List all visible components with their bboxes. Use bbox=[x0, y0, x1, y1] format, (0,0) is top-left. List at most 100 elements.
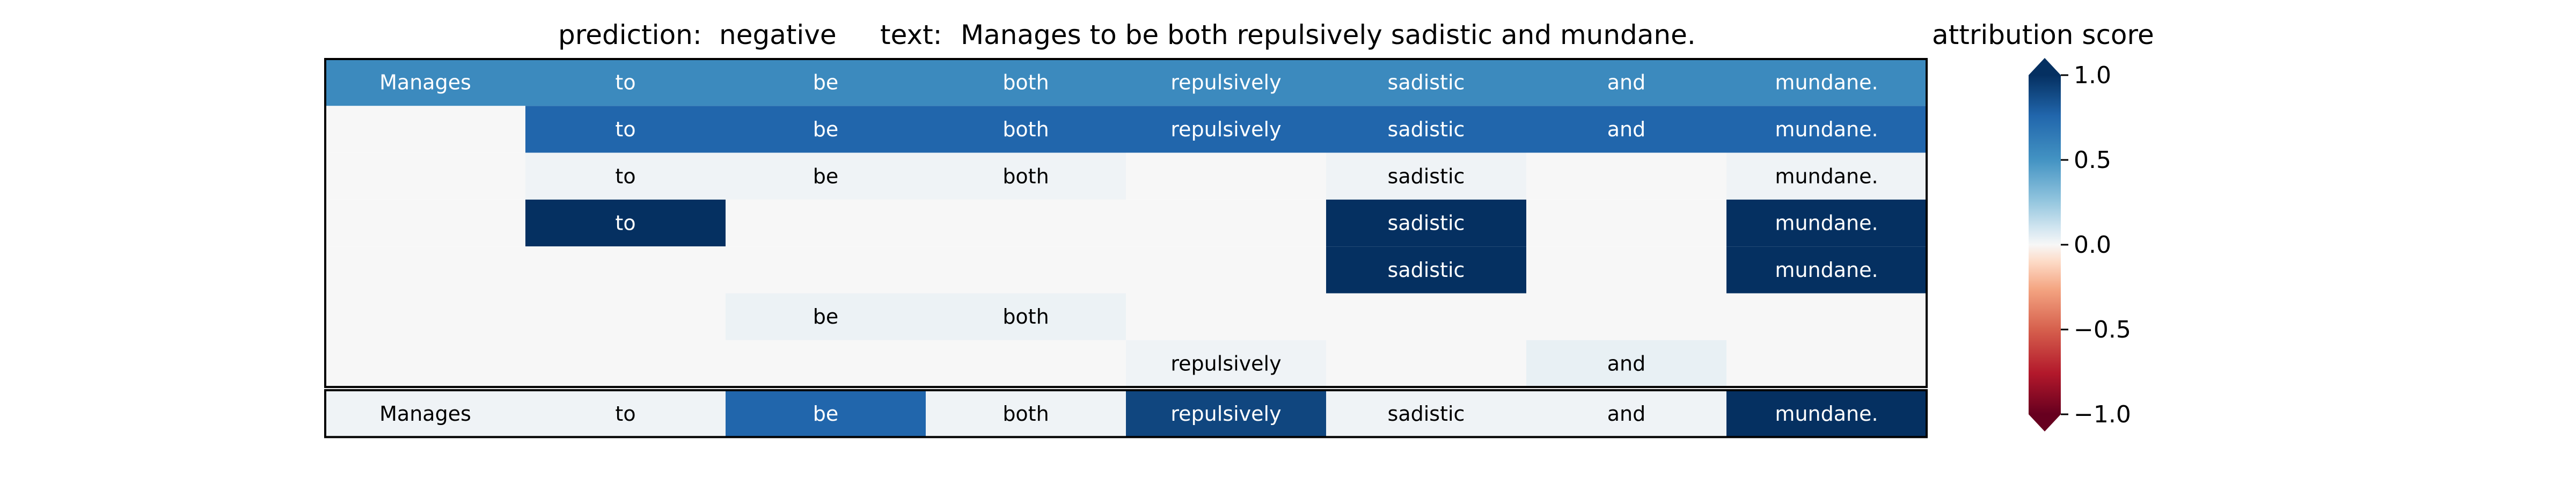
heatmap-cell bbox=[1726, 390, 1927, 437]
cell-token-label: and bbox=[1607, 71, 1646, 94]
heatmap-cell bbox=[525, 199, 726, 247]
attribution-heatmap: Manages to be both repulsively sadistic and mun… bbox=[324, 58, 1928, 438]
heatmap-row: be both bbox=[325, 293, 1927, 340]
cell-token-label: sadistic bbox=[1388, 258, 1465, 282]
heatmap-cell bbox=[1126, 390, 1326, 437]
heatmap-cell bbox=[1326, 246, 1526, 294]
heatmap-cell bbox=[926, 199, 1126, 247]
heatmap-cell bbox=[1526, 106, 1726, 153]
heatmap-cell bbox=[1726, 59, 1927, 106]
heatmap-cell bbox=[926, 59, 1126, 106]
cell-token-label: both bbox=[1002, 164, 1049, 188]
cell-token-label: be bbox=[813, 305, 839, 328]
text-label: text: bbox=[880, 19, 942, 50]
cell-token-label: to bbox=[615, 118, 635, 141]
colorbar-tick-label: 0.5 bbox=[2074, 147, 2111, 174]
cell-token-label: repulsively bbox=[1170, 71, 1281, 94]
heatmap-row: sadistic mundane. bbox=[325, 246, 1927, 294]
heatmap-cell bbox=[1326, 340, 1526, 387]
cell-token-label: Manages bbox=[379, 71, 471, 94]
colorbar-tick-label: 0.0 bbox=[2074, 231, 2111, 259]
heatmap-row: to sadistic mundane. bbox=[325, 199, 1927, 247]
colorbar-top-extend bbox=[2029, 58, 2061, 75]
heatmap-cell bbox=[1126, 106, 1326, 153]
heatmap-cell bbox=[926, 106, 1126, 153]
heatmap-cell bbox=[1526, 340, 1726, 387]
heatmap-cell bbox=[1726, 246, 1927, 294]
cell-token-label: mundane. bbox=[1775, 164, 1878, 188]
heatmap-cell bbox=[1526, 59, 1726, 106]
heatmap-cell bbox=[726, 293, 926, 340]
heatmap-cell bbox=[726, 390, 926, 437]
heatmap-cell bbox=[726, 340, 926, 387]
heatmap-row: Manages to be both repulsively sadistic and mun… bbox=[325, 59, 1927, 106]
heatmap-cell bbox=[325, 59, 525, 106]
figure-title: prediction: negative text: Manages to be… bbox=[558, 19, 1696, 50]
text-value: Manages to be both repulsively sadistic … bbox=[961, 19, 1696, 50]
cell-token-label: mundane. bbox=[1775, 258, 1878, 282]
heatmap-cell bbox=[325, 106, 525, 153]
colorbar-title: attribution score bbox=[1932, 19, 2154, 50]
cell-token-label: be bbox=[813, 402, 839, 426]
heatmap-cell bbox=[926, 390, 1126, 437]
cell-token-label: sadistic bbox=[1388, 118, 1465, 141]
colorbar-tick-label: −1.0 bbox=[2074, 401, 2131, 428]
heatmap-cell bbox=[1726, 340, 1927, 387]
cell-token-label: be bbox=[813, 71, 839, 94]
heatmap-cell bbox=[926, 246, 1126, 294]
heatmap-cell bbox=[1326, 293, 1526, 340]
heatmap-cell bbox=[726, 106, 926, 153]
heatmap-cell bbox=[926, 152, 1126, 200]
heatmap-cell bbox=[325, 293, 525, 340]
cell-token-label: sadistic bbox=[1388, 211, 1465, 235]
heatmap-cell bbox=[1526, 246, 1726, 294]
cell-token-label: and bbox=[1607, 352, 1646, 375]
heatmap-cell bbox=[525, 390, 726, 437]
heatmap-row: to be both sadistic mundane. bbox=[325, 152, 1927, 200]
heatmap-cell bbox=[1326, 390, 1526, 437]
cell-token-label: to bbox=[615, 164, 635, 188]
heatmap-cell bbox=[525, 340, 726, 387]
heatmap-cell bbox=[325, 246, 525, 294]
colorbar-tick-label: 1.0 bbox=[2074, 62, 2111, 89]
cell-token-label: be bbox=[813, 164, 839, 188]
heatmap-row: repulsively and bbox=[325, 340, 1927, 387]
heatmap-cell bbox=[1126, 199, 1326, 247]
heatmap-cell bbox=[525, 246, 726, 294]
heatmap-cell bbox=[325, 340, 525, 387]
colorbar-bottom-extend bbox=[2029, 414, 2061, 431]
heatmap-cell bbox=[1126, 152, 1326, 200]
heatmap-cell bbox=[726, 199, 926, 247]
cell-token-label: both bbox=[1002, 305, 1049, 328]
cell-token-label: and bbox=[1607, 402, 1646, 426]
prediction-value: negative bbox=[719, 19, 837, 50]
colorbar: attribution score 1.0 0.5 0.0 −0.5 −1.0 bbox=[1932, 19, 2154, 431]
heatmap-cell bbox=[1326, 199, 1526, 247]
heatmap-cell bbox=[525, 293, 726, 340]
cell-token-label: mundane. bbox=[1775, 71, 1878, 94]
cell-token-label: Manages bbox=[379, 402, 471, 426]
heatmap-cell bbox=[525, 106, 726, 153]
cell-token-label: sadistic bbox=[1388, 164, 1465, 188]
heatmap-cell bbox=[325, 152, 525, 200]
cell-token-label: to bbox=[615, 71, 635, 94]
heatmap-cell bbox=[1326, 59, 1526, 106]
heatmap-cell bbox=[325, 390, 525, 437]
heatmap-cell bbox=[1326, 106, 1526, 153]
cell-token-label: and bbox=[1607, 118, 1646, 141]
heatmap-cell bbox=[525, 152, 726, 200]
summary-frame bbox=[324, 389, 1928, 438]
heatmap-cell bbox=[1526, 293, 1726, 340]
cell-token-label: be bbox=[813, 118, 839, 141]
cell-token-label: mundane. bbox=[1775, 211, 1878, 235]
heatmap-cell bbox=[1726, 199, 1927, 247]
cell-token-label: sadistic bbox=[1388, 71, 1465, 94]
heatmap-cell bbox=[325, 199, 525, 247]
cell-token-label: both bbox=[1002, 71, 1049, 94]
heatmap-cell bbox=[1726, 106, 1927, 153]
heatmap-cell bbox=[525, 59, 726, 106]
cell-token-label: sadistic bbox=[1388, 402, 1465, 426]
cell-token-label: to bbox=[615, 211, 635, 235]
heatmap-cell bbox=[1526, 152, 1726, 200]
cell-token-label: mundane. bbox=[1775, 118, 1878, 141]
